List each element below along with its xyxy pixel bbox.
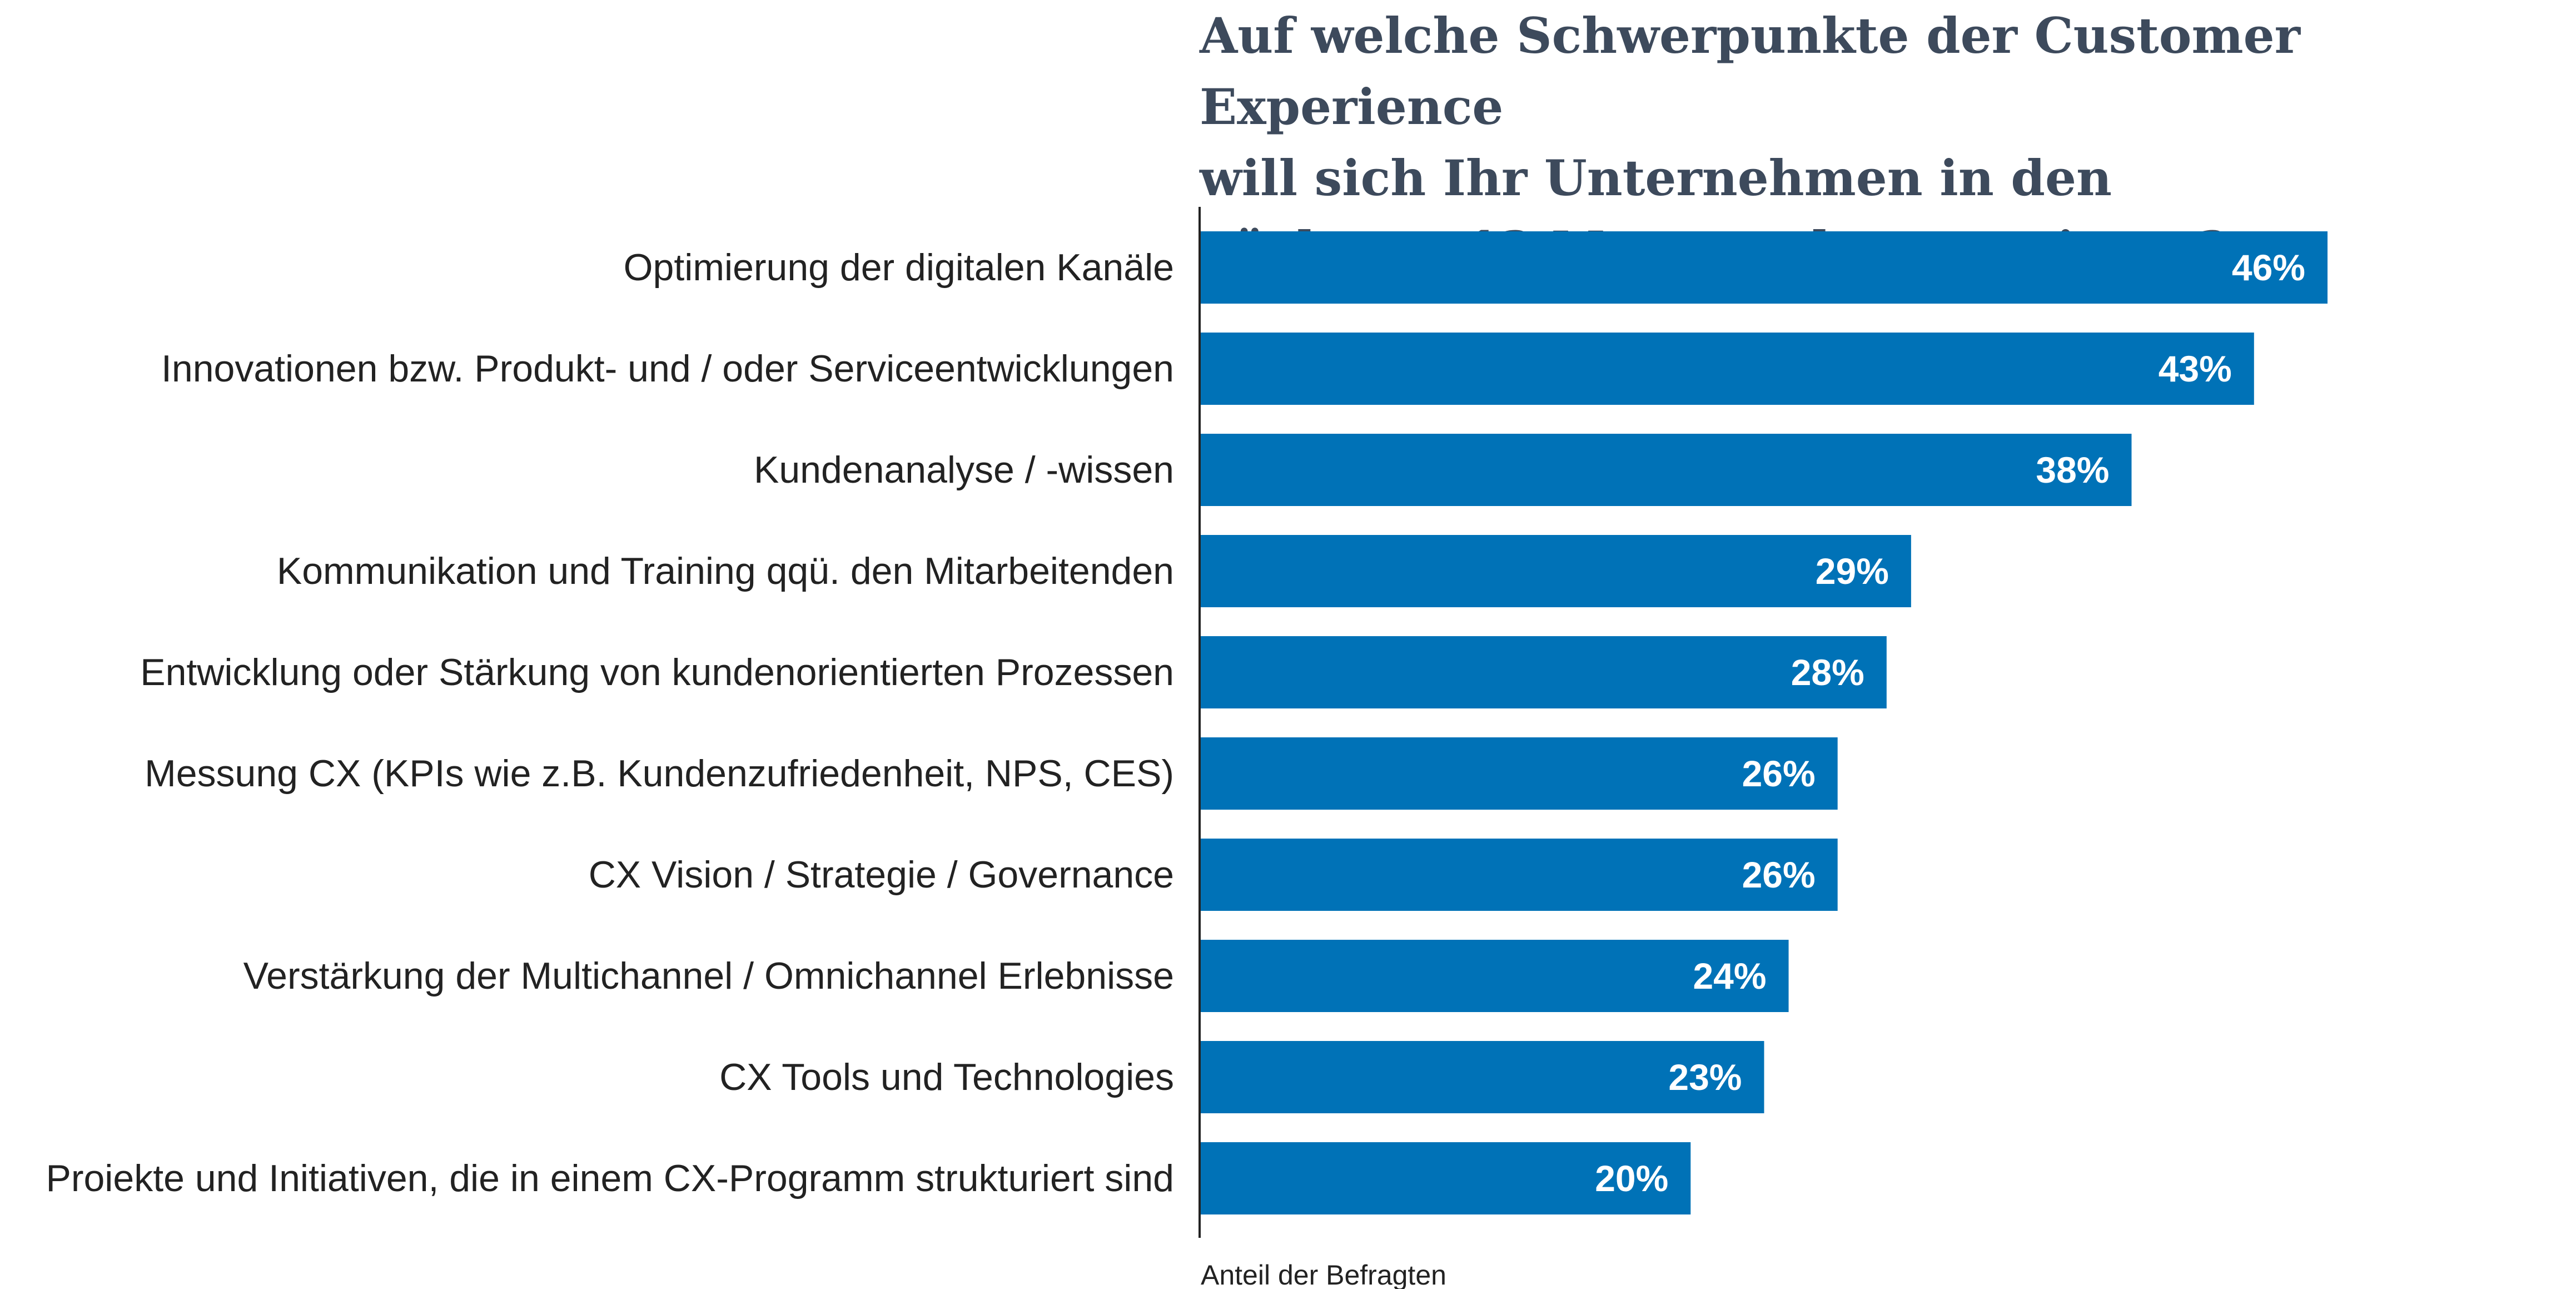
- bar-5: [1201, 636, 1887, 708]
- category-label-9: CX Tools und Technologies: [719, 1056, 1174, 1098]
- value-label-8: 24%: [1693, 955, 1766, 997]
- category-labels-group: Optimierung der digitalen Kanäle Innovati…: [46, 246, 1174, 1199]
- bar-2: [1201, 333, 2254, 405]
- bar-9: [1201, 1041, 1764, 1113]
- value-label-10: 20%: [1595, 1158, 1668, 1199]
- chart-title-line-1: Auf welche Schwerpunkte der Customer Exp…: [1200, 7, 2300, 136]
- bar-4: [1201, 535, 1911, 607]
- category-label-2: Innovationen bzw. Produkt- und / oder Se…: [161, 348, 1174, 390]
- category-label-5: Entwicklung oder Stärkung von kundenorie…: [140, 651, 1174, 693]
- value-label-9: 23%: [1668, 1057, 1742, 1098]
- bars-group: [1201, 231, 2328, 1214]
- value-label-6: 26%: [1742, 753, 1816, 794]
- value-label-1: 46%: [2232, 247, 2305, 288]
- bar-6: [1201, 737, 1838, 810]
- value-label-3: 38%: [2036, 449, 2109, 490]
- category-label-6: Messung CX (KPIs wie z.B. Kundenzufriede…: [145, 752, 1174, 795]
- bar-3: [1201, 434, 2132, 506]
- category-label-3: Kundenanalyse / -wissen: [754, 449, 1174, 491]
- category-label-8: Verstärkung der Multichannel / Omnichann…: [243, 955, 1174, 997]
- value-label-7: 26%: [1742, 854, 1816, 895]
- bar-7: [1201, 839, 1838, 911]
- category-label-10: Proiekte und Initiativen, die in einem C…: [46, 1157, 1174, 1199]
- bar-1: [1201, 231, 2328, 304]
- value-labels-group: 46% 43% 38% 29% 28% 26% 26% 24% 23% 20%: [1595, 247, 2305, 1199]
- category-label-1: Optimierung der digitalen Kanäle: [624, 246, 1174, 289]
- value-label-4: 29%: [1816, 551, 1889, 592]
- bar-10: [1201, 1142, 1691, 1214]
- bar-8: [1201, 940, 1789, 1012]
- value-label-5: 28%: [1791, 652, 1864, 693]
- chart-title-line-2: will sich Ihr Unternehmen in den: [1200, 149, 2112, 207]
- category-label-4: Kommunikation und Training qqü. den Mita…: [277, 550, 1174, 592]
- value-label-2: 43%: [2159, 348, 2232, 389]
- x-axis-label: Anteil der Befragten: [1201, 1260, 1446, 1289]
- category-label-7: CX Vision / Strategie / Governance: [589, 854, 1174, 896]
